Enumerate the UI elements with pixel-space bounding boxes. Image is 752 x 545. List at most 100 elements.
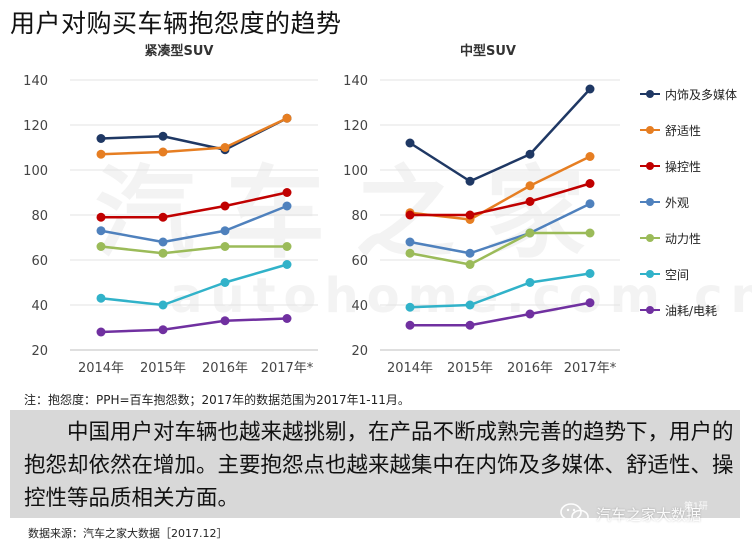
data-point (158, 300, 168, 310)
series-line (409, 202, 591, 255)
y-tick-label: 20 (31, 344, 48, 359)
line-chart-midsize-suv: 20 40 60 80 100 120 140 2014年 2015年 2016年 2017年* (343, 74, 620, 376)
wechat-icon (560, 502, 590, 526)
series-line (100, 263, 288, 307)
x-tick-label: 2016年 (507, 361, 553, 376)
x-tick-label: 2014年 (78, 361, 124, 376)
y-tick-label: 100 (23, 164, 48, 179)
data-point (96, 327, 106, 337)
legend-label: 内饰及多媒体 (665, 87, 738, 102)
x-tick-label: 2016年 (202, 361, 248, 376)
y-tick-label: 80 (351, 209, 368, 224)
x-tick-label: 2017年* (261, 361, 314, 376)
series-line (409, 155, 591, 221)
y-tick-label: 140 (343, 74, 368, 89)
data-point (405, 248, 415, 258)
data-point (158, 248, 168, 258)
data-point (585, 84, 595, 94)
wechat-brand-sub: 第1研 (684, 502, 708, 512)
data-point (405, 210, 415, 220)
data-point (282, 242, 292, 251)
wechat-brand: 汽车之家大数据 (560, 502, 701, 526)
legend-swatch (640, 197, 660, 207)
data-point (525, 197, 535, 206)
data-point (585, 269, 595, 278)
legend-swatch (640, 161, 660, 171)
legend-label: 舒适性 (665, 123, 702, 138)
data-point (282, 201, 292, 211)
data-point (158, 131, 168, 141)
legend-swatch (640, 233, 660, 243)
data-point (158, 325, 168, 335)
data-point (96, 226, 106, 236)
series-line (410, 301, 591, 327)
y-tick-label: 100 (343, 164, 368, 179)
series-line (100, 317, 288, 334)
data-point (220, 201, 230, 211)
wechat-brand-name: 汽车之家大数据 (596, 505, 702, 524)
legend-label: 外观 (665, 195, 690, 210)
y-tick-label: 40 (351, 299, 368, 314)
data-point (525, 309, 535, 319)
data-point (465, 176, 475, 186)
legend-item: 动力性 (640, 230, 701, 246)
summary-box: 中国用户对车辆也越来越挑剔，在产品不断成熟完善的趋势下，用户的抱怨却依然在增加。… (10, 410, 740, 518)
data-point (405, 302, 415, 312)
data-point (465, 300, 475, 310)
data-point (96, 242, 106, 251)
series-line (100, 245, 287, 255)
legend-item: 油耗/电耗 (640, 302, 717, 318)
legend-item: 舒适性 (640, 122, 701, 138)
legend-swatch (640, 125, 660, 135)
data-point (405, 138, 415, 148)
y-tick-label: 60 (31, 254, 48, 269)
data-point (282, 260, 292, 269)
data-point (465, 320, 475, 330)
data-point (585, 298, 595, 308)
data-point (465, 210, 475, 220)
legend-swatch (640, 89, 660, 99)
data-point (585, 228, 595, 238)
legend-swatch (640, 269, 660, 279)
data-point (585, 199, 595, 209)
data-point (96, 149, 106, 159)
data-point (465, 260, 475, 269)
legend-label: 空间 (665, 267, 690, 282)
line-chart-compact-suv: 20 40 60 80 100 120 140 2014年 2015年 2016年 2017年* (23, 74, 318, 376)
data-point (220, 143, 230, 152)
data-point (282, 314, 292, 323)
legend-label: 油耗/电耗 (665, 303, 718, 318)
legend-label: 动力性 (665, 231, 702, 246)
y-tick-label: 120 (23, 119, 48, 134)
series-line (410, 182, 591, 217)
data-source: 数据来源：汽车之家大数据［2017.12］ (28, 527, 228, 540)
footnote: 注：抱怨度：PPH=百车抱怨数；2017年的数据范围为2017年1-11月。 (24, 393, 410, 407)
data-point (465, 248, 475, 258)
series-line (409, 231, 590, 266)
x-tick-label: 2017年* (564, 361, 617, 376)
data-point (96, 212, 106, 222)
data-point (220, 226, 230, 236)
data-point (405, 237, 415, 247)
data-point (220, 278, 230, 287)
chart-midsize-suv: 中型SUV 20 40 60 80 100 120 140 2014年 2015年 2016年 20… (340, 38, 636, 388)
legend-item: 内饰及多媒体 (640, 86, 737, 102)
legend-item: 操控性 (640, 158, 701, 174)
y-tick-label: 60 (351, 254, 368, 269)
series-line (100, 204, 288, 244)
series-line (409, 272, 591, 309)
legend-swatch (640, 305, 660, 315)
data-point (282, 113, 292, 123)
data-point (585, 152, 595, 161)
data-point (405, 320, 415, 330)
y-tick-label: 80 (31, 209, 48, 224)
data-point (158, 237, 168, 247)
data-point (525, 181, 535, 191)
data-point (96, 134, 106, 143)
x-tick-label: 2014年 (387, 361, 433, 376)
y-tick-label: 120 (343, 119, 368, 134)
data-point (585, 179, 595, 188)
chart-title: 中型SUV (460, 44, 516, 59)
summary-text: 中国用户对车辆也越来越挑剔，在产品不断成熟完善的趋势下，用户的抱怨却依然在增加。… (24, 420, 734, 511)
y-tick-label: 20 (351, 344, 368, 359)
